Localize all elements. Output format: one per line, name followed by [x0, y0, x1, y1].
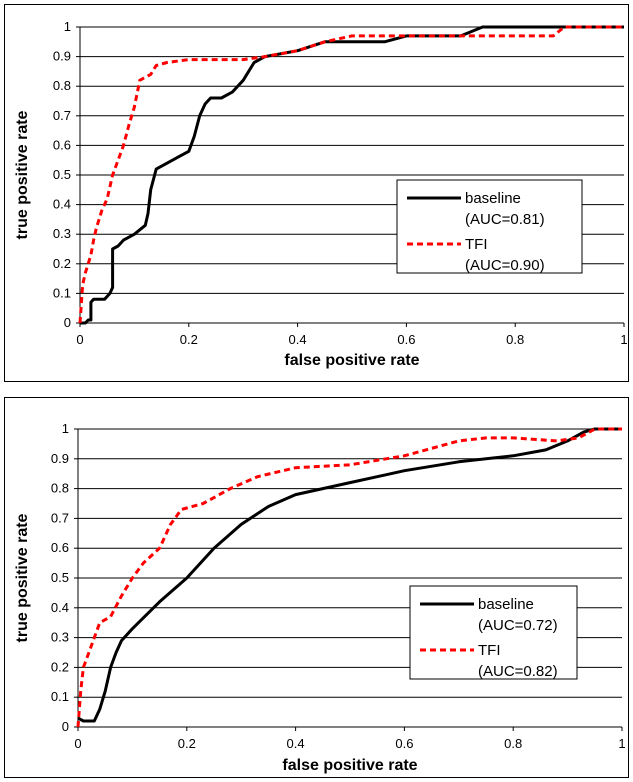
- y-tick-label: 0.9: [51, 451, 69, 466]
- y-tick-label: 0.7: [53, 108, 71, 123]
- y-tick-label: 0.6: [51, 540, 69, 555]
- y-tick-label: 0.9: [53, 49, 71, 64]
- x-tick-label: 0.4: [287, 736, 305, 751]
- series-line-baseline: [77, 427, 622, 723]
- y-tick-label: 0.2: [51, 659, 69, 674]
- y-tick-label: 0.4: [51, 600, 69, 615]
- x-tick-label: 0.6: [397, 332, 415, 347]
- legend-annotation: (AUC=0.82): [478, 663, 558, 680]
- roc-chart-top: 0 0.1 0.2 0.3 0.4 0.5 0.6 0.7 0.8 0.9 1 0 0.2 0.4 0.6 0…: [14, 19, 628, 369]
- y-tick-label: 0.1: [53, 285, 71, 300]
- roc-chart-bottom-panel: 0 0.1 0.2 0.3 0.4 0.5 0.6 0.7 0.8 0.9 1 0 0.2 0.4 0.6 0…: [4, 397, 629, 778]
- y-axis-label: true positive rate: [14, 110, 31, 239]
- y-tick-label: 0.8: [53, 78, 71, 93]
- series-line-tfi: [76, 427, 622, 728]
- legend-label: baseline: [465, 190, 521, 207]
- x-tick-label: 0.2: [178, 736, 196, 751]
- legend-box: [409, 585, 578, 680]
- legend-annotation: (AUC=0.90): [465, 257, 545, 274]
- y-tick-label: 0.6: [53, 137, 71, 152]
- y-axis-label: true positive rate: [14, 513, 31, 642]
- legend-label: baseline: [478, 596, 534, 613]
- roc-chart-top-panel: 0 0.1 0.2 0.3 0.4 0.5 0.6 0.7 0.8 0.9 1 0 0.2 0.4 0.6 0…: [4, 4, 629, 382]
- x-tick-label: 0.4: [289, 332, 307, 347]
- y-tick-label: 0: [62, 719, 69, 734]
- x-tick-label: 1: [620, 332, 627, 347]
- x-tick-label: 0.2: [180, 332, 198, 347]
- series-line-baseline: [80, 25, 624, 325]
- legend-label: TFI: [465, 236, 488, 253]
- x-tick-label: 0.8: [504, 736, 522, 751]
- x-axis-label: false positive rate: [282, 757, 417, 774]
- y-tick-label: 0.3: [51, 630, 69, 645]
- x-tick-label: 1: [618, 736, 625, 751]
- legend-annotation: (AUC=0.72): [478, 617, 558, 634]
- x-axis-label: false positive rate: [284, 352, 419, 369]
- roc-chart-bottom: 0 0.1 0.2 0.3 0.4 0.5 0.6 0.7 0.8 0.9 1 0 0.2 0.4 0.6 0…: [14, 421, 626, 774]
- y-tick-label: 0.5: [51, 570, 69, 585]
- series-line-tfi: [78, 25, 624, 324]
- y-tick-label: 0.7: [51, 510, 69, 525]
- y-tick-label: 0.8: [51, 481, 69, 496]
- x-tick-label: 0: [76, 332, 83, 347]
- legend: baseline (AUC=0.81) TFI (AUC=0.90): [396, 179, 583, 274]
- y-tick-label: 1: [64, 19, 71, 34]
- y-tick-label: 0.5: [53, 167, 71, 182]
- legend-box: [396, 179, 583, 274]
- y-tick-label: 0.2: [53, 256, 71, 271]
- y-tick-label: 0.1: [51, 689, 69, 704]
- y-tick-label: 0.4: [53, 197, 71, 212]
- legend-label: TFI: [478, 642, 501, 659]
- y-tick-label: 1: [62, 421, 69, 436]
- legend: baseline (AUC=0.72) TFI (AUC=0.82): [409, 585, 578, 680]
- y-tick-label: 0.3: [53, 226, 71, 241]
- x-tick-label: 0: [74, 736, 81, 751]
- y-tick-label: 0: [64, 315, 71, 330]
- x-tick-label: 0.6: [395, 736, 413, 751]
- legend-annotation: (AUC=0.81): [465, 211, 545, 228]
- x-tick-label: 0.8: [506, 332, 524, 347]
